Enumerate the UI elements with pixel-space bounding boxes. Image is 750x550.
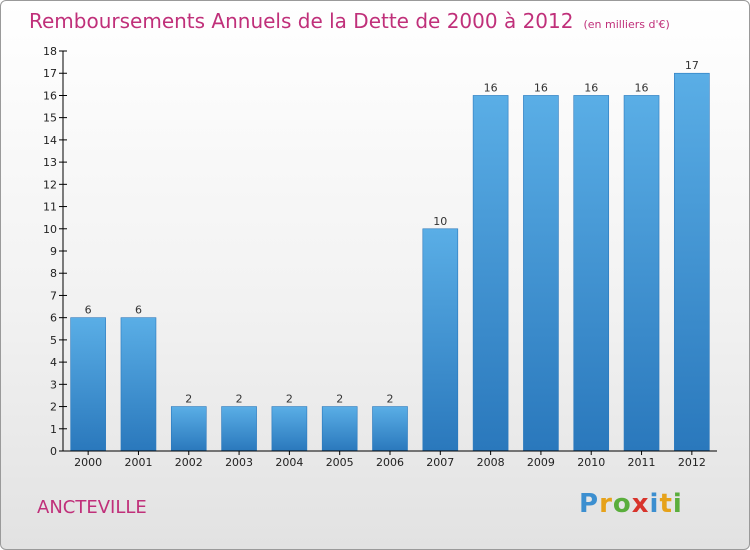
logo-letter: t <box>659 489 673 519</box>
x-tick-label: 2007 <box>426 456 454 469</box>
bars-group: 6 6 2 2 2 2 2 10 16 16 16 16 17 <box>70 59 710 452</box>
y-tick-label: 6 <box>50 312 57 325</box>
bar <box>321 406 358 452</box>
data-label: 6 <box>135 304 142 317</box>
bar <box>623 95 660 452</box>
y-tick-label: 18 <box>43 45 57 58</box>
bar <box>372 406 408 452</box>
logo-letter: P <box>579 489 600 519</box>
logo-letter: o <box>612 489 632 519</box>
y-tick-label: 13 <box>43 156 57 169</box>
x-tick-label: 2008 <box>477 456 505 469</box>
x-tick-label: 2012 <box>678 456 706 469</box>
bar <box>674 72 710 452</box>
unit-label: (en milliers d'€) <box>583 18 670 31</box>
data-label: 2 <box>185 393 192 406</box>
y-tick-label: 0 <box>50 445 57 458</box>
y-tick-label: 4 <box>50 356 57 369</box>
data-label: 16 <box>584 81 598 94</box>
data-label: 10 <box>433 215 447 228</box>
bar <box>70 317 106 452</box>
bar <box>271 406 308 452</box>
y-tick-label: 14 <box>43 134 57 147</box>
x-tick-label: 2004 <box>275 456 303 469</box>
title-text: Remboursements Annuels de la Dette de 20… <box>29 9 574 33</box>
data-label: 16 <box>484 81 498 94</box>
data-label: 2 <box>286 393 293 406</box>
y-tick-label: 3 <box>50 378 57 391</box>
y-tick-label: 12 <box>43 178 57 191</box>
bar <box>422 228 459 452</box>
y-tick-label: 5 <box>50 334 57 347</box>
logo-letter: x <box>631 489 650 519</box>
data-label: 6 <box>85 304 92 317</box>
x-tick-label: 2006 <box>376 456 404 469</box>
y-tick-label: 7 <box>50 289 57 302</box>
chart-title: Remboursements Annuels de la Dette de 20… <box>29 9 670 33</box>
commune-name: ANCTEVILLE <box>37 497 147 518</box>
x-tick-label: 2005 <box>326 456 354 469</box>
axes-group: 2000 2001 2002 2003 2004 2005 2006 2007 2008 2009… <box>43 45 717 469</box>
data-label: 16 <box>534 81 548 94</box>
x-tick-label: 2009 <box>527 456 555 469</box>
y-tick-label: 2 <box>50 401 57 414</box>
x-tick-label: 2002 <box>175 456 203 469</box>
bar <box>523 95 559 452</box>
y-tick-label: 1 <box>50 423 57 436</box>
x-tick-label: 2000 <box>74 456 102 469</box>
x-tick-label: 2001 <box>124 456 152 469</box>
logo-letter: r <box>599 489 613 519</box>
proxiti-logo[interactable]: Proxiti <box>579 489 683 519</box>
logo-letter: i <box>672 489 683 519</box>
data-label: 16 <box>635 81 649 94</box>
data-label: 2 <box>236 393 243 406</box>
data-label: 2 <box>387 393 394 406</box>
bar <box>573 95 610 452</box>
y-tick-label: 11 <box>43 201 57 214</box>
bar <box>120 317 157 452</box>
logo-letter: i <box>649 489 660 519</box>
data-label: 2 <box>336 393 343 406</box>
bar <box>170 406 207 452</box>
x-tick-label: 2011 <box>628 456 656 469</box>
y-tick-label: 8 <box>50 267 57 280</box>
y-tick-label: 9 <box>50 245 57 258</box>
bar <box>221 406 257 452</box>
y-tick-label: 15 <box>43 112 57 125</box>
y-tick-label: 17 <box>43 67 57 80</box>
x-tick-label: 2010 <box>577 456 605 469</box>
data-label: 17 <box>685 59 699 72</box>
x-tick-label: 2003 <box>225 456 253 469</box>
y-tick-label: 16 <box>43 89 57 102</box>
y-tick-label: 10 <box>43 223 57 236</box>
bar <box>472 95 509 452</box>
